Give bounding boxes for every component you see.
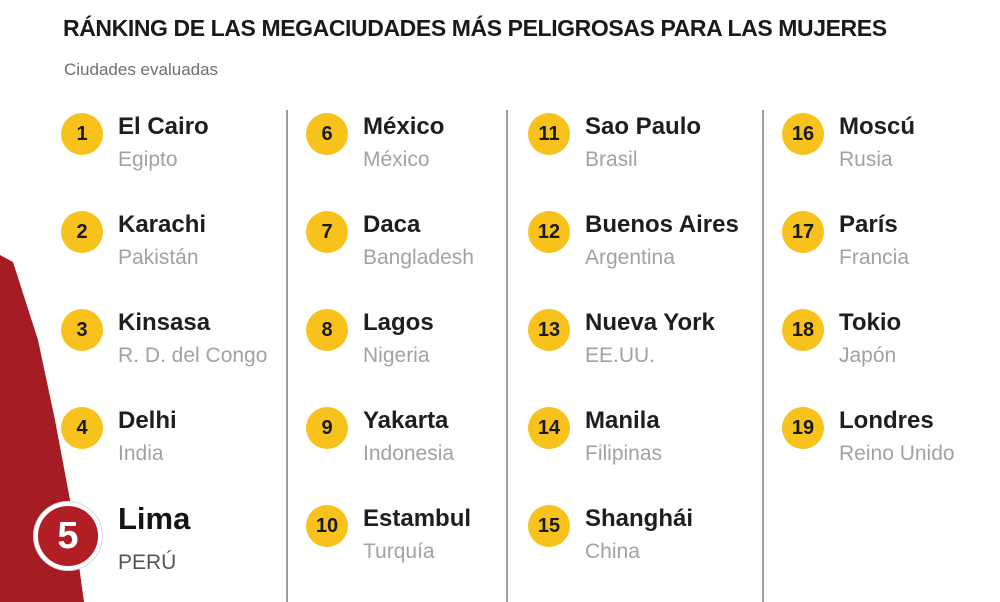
city-name: El Cairo	[118, 113, 209, 140]
column-divider	[506, 110, 508, 602]
city-name: París	[839, 211, 898, 238]
country-name: Egipto	[118, 148, 178, 171]
rank-badge: 4	[61, 407, 103, 449]
country-name: Brasil	[585, 148, 638, 171]
country-name: R. D. del Congo	[118, 344, 268, 367]
page-subtitle: Ciudades evaluadas	[64, 60, 219, 79]
rank-badge: 19	[782, 407, 824, 449]
country-name: PERÚ	[118, 551, 177, 574]
country-name: México	[363, 148, 430, 171]
rank-badge: 15	[528, 505, 570, 547]
country-name: Francia	[839, 246, 910, 269]
city-name: Manila	[585, 407, 660, 434]
city-name: Yakarta	[363, 407, 449, 434]
rank-badge: 14	[528, 407, 570, 449]
city-name: Moscú	[839, 113, 916, 140]
column-divider	[286, 110, 288, 602]
rank-badge: 16	[782, 113, 824, 155]
rank-badge: 13	[528, 309, 570, 351]
country-name: Turquía	[363, 540, 435, 563]
rank-badge: 3	[61, 309, 103, 351]
city-name: Londres	[839, 407, 934, 434]
city-name: Nueva York	[585, 309, 715, 336]
country-name: Reino Unido	[839, 442, 955, 465]
rank-badge: 6	[306, 113, 348, 155]
city-name: Buenos Aires	[585, 211, 739, 238]
rank-badge: 17	[782, 211, 824, 253]
page-title: RÁNKING DE LAS MEGACIUDADES MÁS PELIGROS…	[63, 15, 887, 41]
country-name: Rusia	[839, 148, 893, 171]
country-name: Argentina	[585, 246, 675, 269]
country-name: Filipinas	[585, 442, 663, 465]
country-name: Pakistán	[118, 246, 199, 269]
city-name: Lima	[118, 501, 191, 536]
city-name: Kinsasa	[118, 309, 211, 336]
city-name: Shanghái	[585, 505, 694, 532]
rank-badge-highlighted: 5	[34, 502, 102, 570]
country-name: India	[118, 442, 164, 465]
country-name: China	[585, 540, 640, 563]
rank-badge: 9	[306, 407, 348, 449]
country-name: EE.UU.	[585, 344, 656, 367]
rank-badge: 11	[528, 113, 570, 155]
column-divider	[762, 110, 764, 602]
city-name: Daca	[363, 211, 421, 238]
rank-badge: 2	[61, 211, 103, 253]
rank-badge: 10	[306, 505, 348, 547]
country-name: Japón	[839, 344, 897, 367]
rank-badge: 18	[782, 309, 824, 351]
country-name: Nigeria	[363, 344, 430, 367]
city-name: Karachi	[118, 211, 207, 238]
rank-badge: 1	[61, 113, 103, 155]
city-name: Lagos	[363, 309, 434, 336]
city-name: Estambul	[363, 505, 472, 532]
city-name: Sao Paulo	[585, 113, 702, 140]
city-name: México	[363, 113, 445, 140]
rank-badge: 12	[528, 211, 570, 253]
country-name: Indonesia	[363, 442, 455, 465]
rank-badge: 7	[306, 211, 348, 253]
country-name: Bangladesh	[363, 246, 474, 269]
city-name: Tokio	[839, 309, 902, 336]
rank-badge: 8	[306, 309, 348, 351]
city-name: Delhi	[118, 407, 177, 434]
